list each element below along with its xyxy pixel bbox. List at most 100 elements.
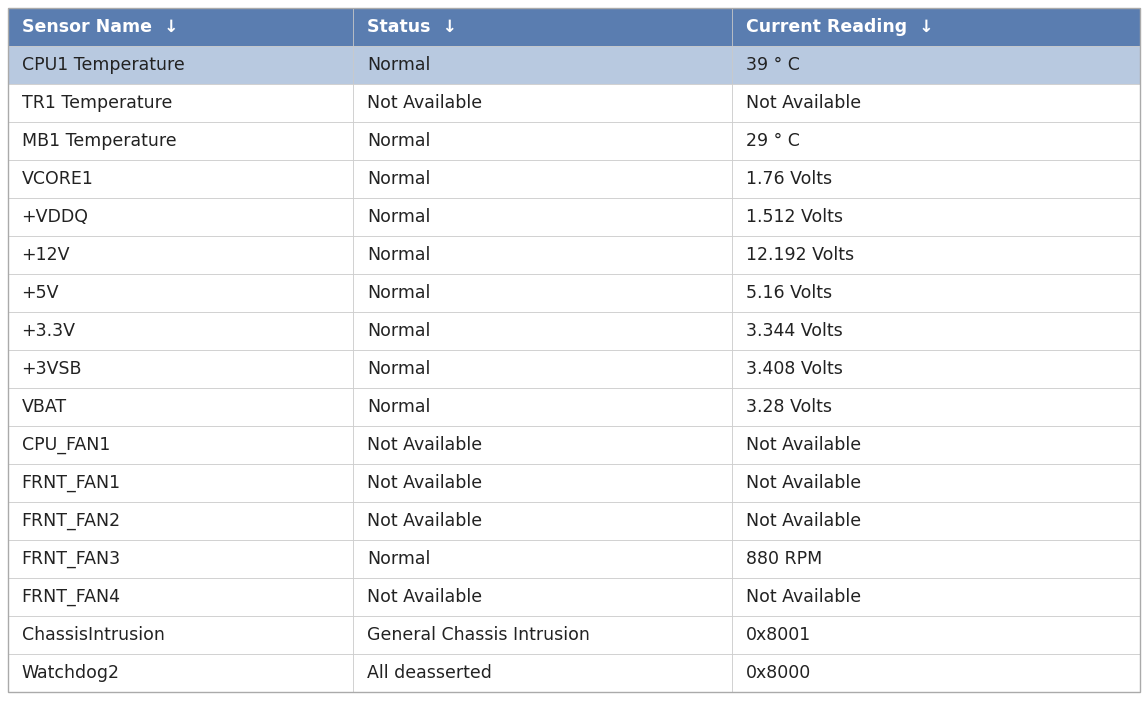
Text: VBAT: VBAT — [22, 398, 67, 416]
Text: Sensor Name  ↓: Sensor Name ↓ — [22, 18, 178, 36]
Text: CPU1 Temperature: CPU1 Temperature — [22, 56, 185, 74]
Text: FRNT_FAN2: FRNT_FAN2 — [22, 512, 121, 530]
Text: Normal: Normal — [367, 322, 430, 340]
Bar — [732, 274, 1140, 312]
Bar — [8, 616, 354, 654]
Bar — [8, 198, 354, 236]
Text: 1.512 Volts: 1.512 Volts — [746, 208, 843, 226]
Text: 1.76 Volts: 1.76 Volts — [746, 170, 832, 188]
Text: Not Available: Not Available — [746, 94, 861, 112]
Text: FRNT_FAN1: FRNT_FAN1 — [22, 474, 121, 492]
Text: FRNT_FAN4: FRNT_FAN4 — [22, 588, 121, 606]
Text: Not Available: Not Available — [746, 436, 861, 454]
Text: Normal: Normal — [367, 398, 430, 416]
Bar — [732, 312, 1140, 350]
Text: +12V: +12V — [22, 246, 70, 264]
Text: +3.3V: +3.3V — [22, 322, 76, 340]
Bar — [8, 464, 354, 502]
Text: Current Reading  ↓: Current Reading ↓ — [746, 18, 933, 36]
Bar — [8, 84, 354, 122]
Bar — [354, 274, 732, 312]
Bar — [354, 654, 732, 692]
Bar — [8, 312, 354, 350]
Bar — [732, 616, 1140, 654]
Text: Not Available: Not Available — [367, 94, 482, 112]
Bar — [8, 122, 354, 160]
Bar — [8, 654, 354, 692]
Text: Not Available: Not Available — [746, 474, 861, 492]
Text: FRNT_FAN3: FRNT_FAN3 — [22, 550, 121, 568]
Bar — [732, 46, 1140, 84]
Text: Normal: Normal — [367, 246, 430, 264]
Bar — [8, 274, 354, 312]
Bar — [354, 8, 732, 46]
Bar — [732, 502, 1140, 540]
Text: 0x8001: 0x8001 — [746, 626, 812, 644]
Text: Normal: Normal — [367, 170, 430, 188]
Text: Not Available: Not Available — [367, 588, 482, 606]
Text: General Chassis Intrusion: General Chassis Intrusion — [367, 626, 590, 644]
Text: 5.16 Volts: 5.16 Volts — [746, 284, 832, 302]
Bar — [732, 84, 1140, 122]
Text: 12.192 Volts: 12.192 Volts — [746, 246, 854, 264]
Bar — [732, 540, 1140, 578]
Bar — [354, 502, 732, 540]
Text: Normal: Normal — [367, 360, 430, 378]
Bar — [732, 388, 1140, 426]
Text: 3.28 Volts: 3.28 Volts — [746, 398, 832, 416]
Text: Normal: Normal — [367, 56, 430, 74]
Bar — [732, 8, 1140, 46]
Bar — [732, 464, 1140, 502]
Bar — [354, 122, 732, 160]
Bar — [354, 198, 732, 236]
Text: VCORE1: VCORE1 — [22, 170, 93, 188]
Text: +3VSB: +3VSB — [22, 360, 83, 378]
Bar — [8, 236, 354, 274]
Bar — [354, 388, 732, 426]
Bar — [8, 388, 354, 426]
Bar — [8, 8, 354, 46]
Bar — [354, 464, 732, 502]
Bar — [732, 654, 1140, 692]
Text: 3.344 Volts: 3.344 Volts — [746, 322, 843, 340]
Bar — [354, 350, 732, 388]
Text: Normal: Normal — [367, 284, 430, 302]
Bar — [354, 616, 732, 654]
Bar — [732, 198, 1140, 236]
Bar — [354, 312, 732, 350]
Bar — [8, 540, 354, 578]
Text: 3.408 Volts: 3.408 Volts — [746, 360, 843, 378]
Bar — [8, 46, 354, 84]
Bar — [8, 578, 354, 616]
Bar — [354, 426, 732, 464]
Text: 880 RPM: 880 RPM — [746, 550, 822, 568]
Text: Watchdog2: Watchdog2 — [22, 664, 119, 682]
Text: +5V: +5V — [22, 284, 59, 302]
Bar — [732, 236, 1140, 274]
Text: All deasserted: All deasserted — [367, 664, 491, 682]
Text: 0x8000: 0x8000 — [746, 664, 812, 682]
Text: TR1 Temperature: TR1 Temperature — [22, 94, 172, 112]
Text: Not Available: Not Available — [367, 512, 482, 530]
Bar — [8, 502, 354, 540]
Bar — [354, 578, 732, 616]
Bar — [354, 46, 732, 84]
Bar — [354, 160, 732, 198]
Bar — [732, 578, 1140, 616]
Text: Not Available: Not Available — [746, 588, 861, 606]
Text: MB1 Temperature: MB1 Temperature — [22, 132, 176, 150]
Text: 39 ° C: 39 ° C — [746, 56, 800, 74]
Text: Not Available: Not Available — [367, 474, 482, 492]
Bar — [354, 84, 732, 122]
Text: Not Available: Not Available — [746, 512, 861, 530]
Text: 29 ° C: 29 ° C — [746, 132, 800, 150]
Bar — [354, 236, 732, 274]
Bar — [732, 122, 1140, 160]
Text: ChassisIntrusion: ChassisIntrusion — [22, 626, 164, 644]
Text: Not Available: Not Available — [367, 436, 482, 454]
Bar — [8, 350, 354, 388]
Bar — [732, 350, 1140, 388]
Bar — [732, 426, 1140, 464]
Text: Normal: Normal — [367, 132, 430, 150]
Text: Normal: Normal — [367, 550, 430, 568]
